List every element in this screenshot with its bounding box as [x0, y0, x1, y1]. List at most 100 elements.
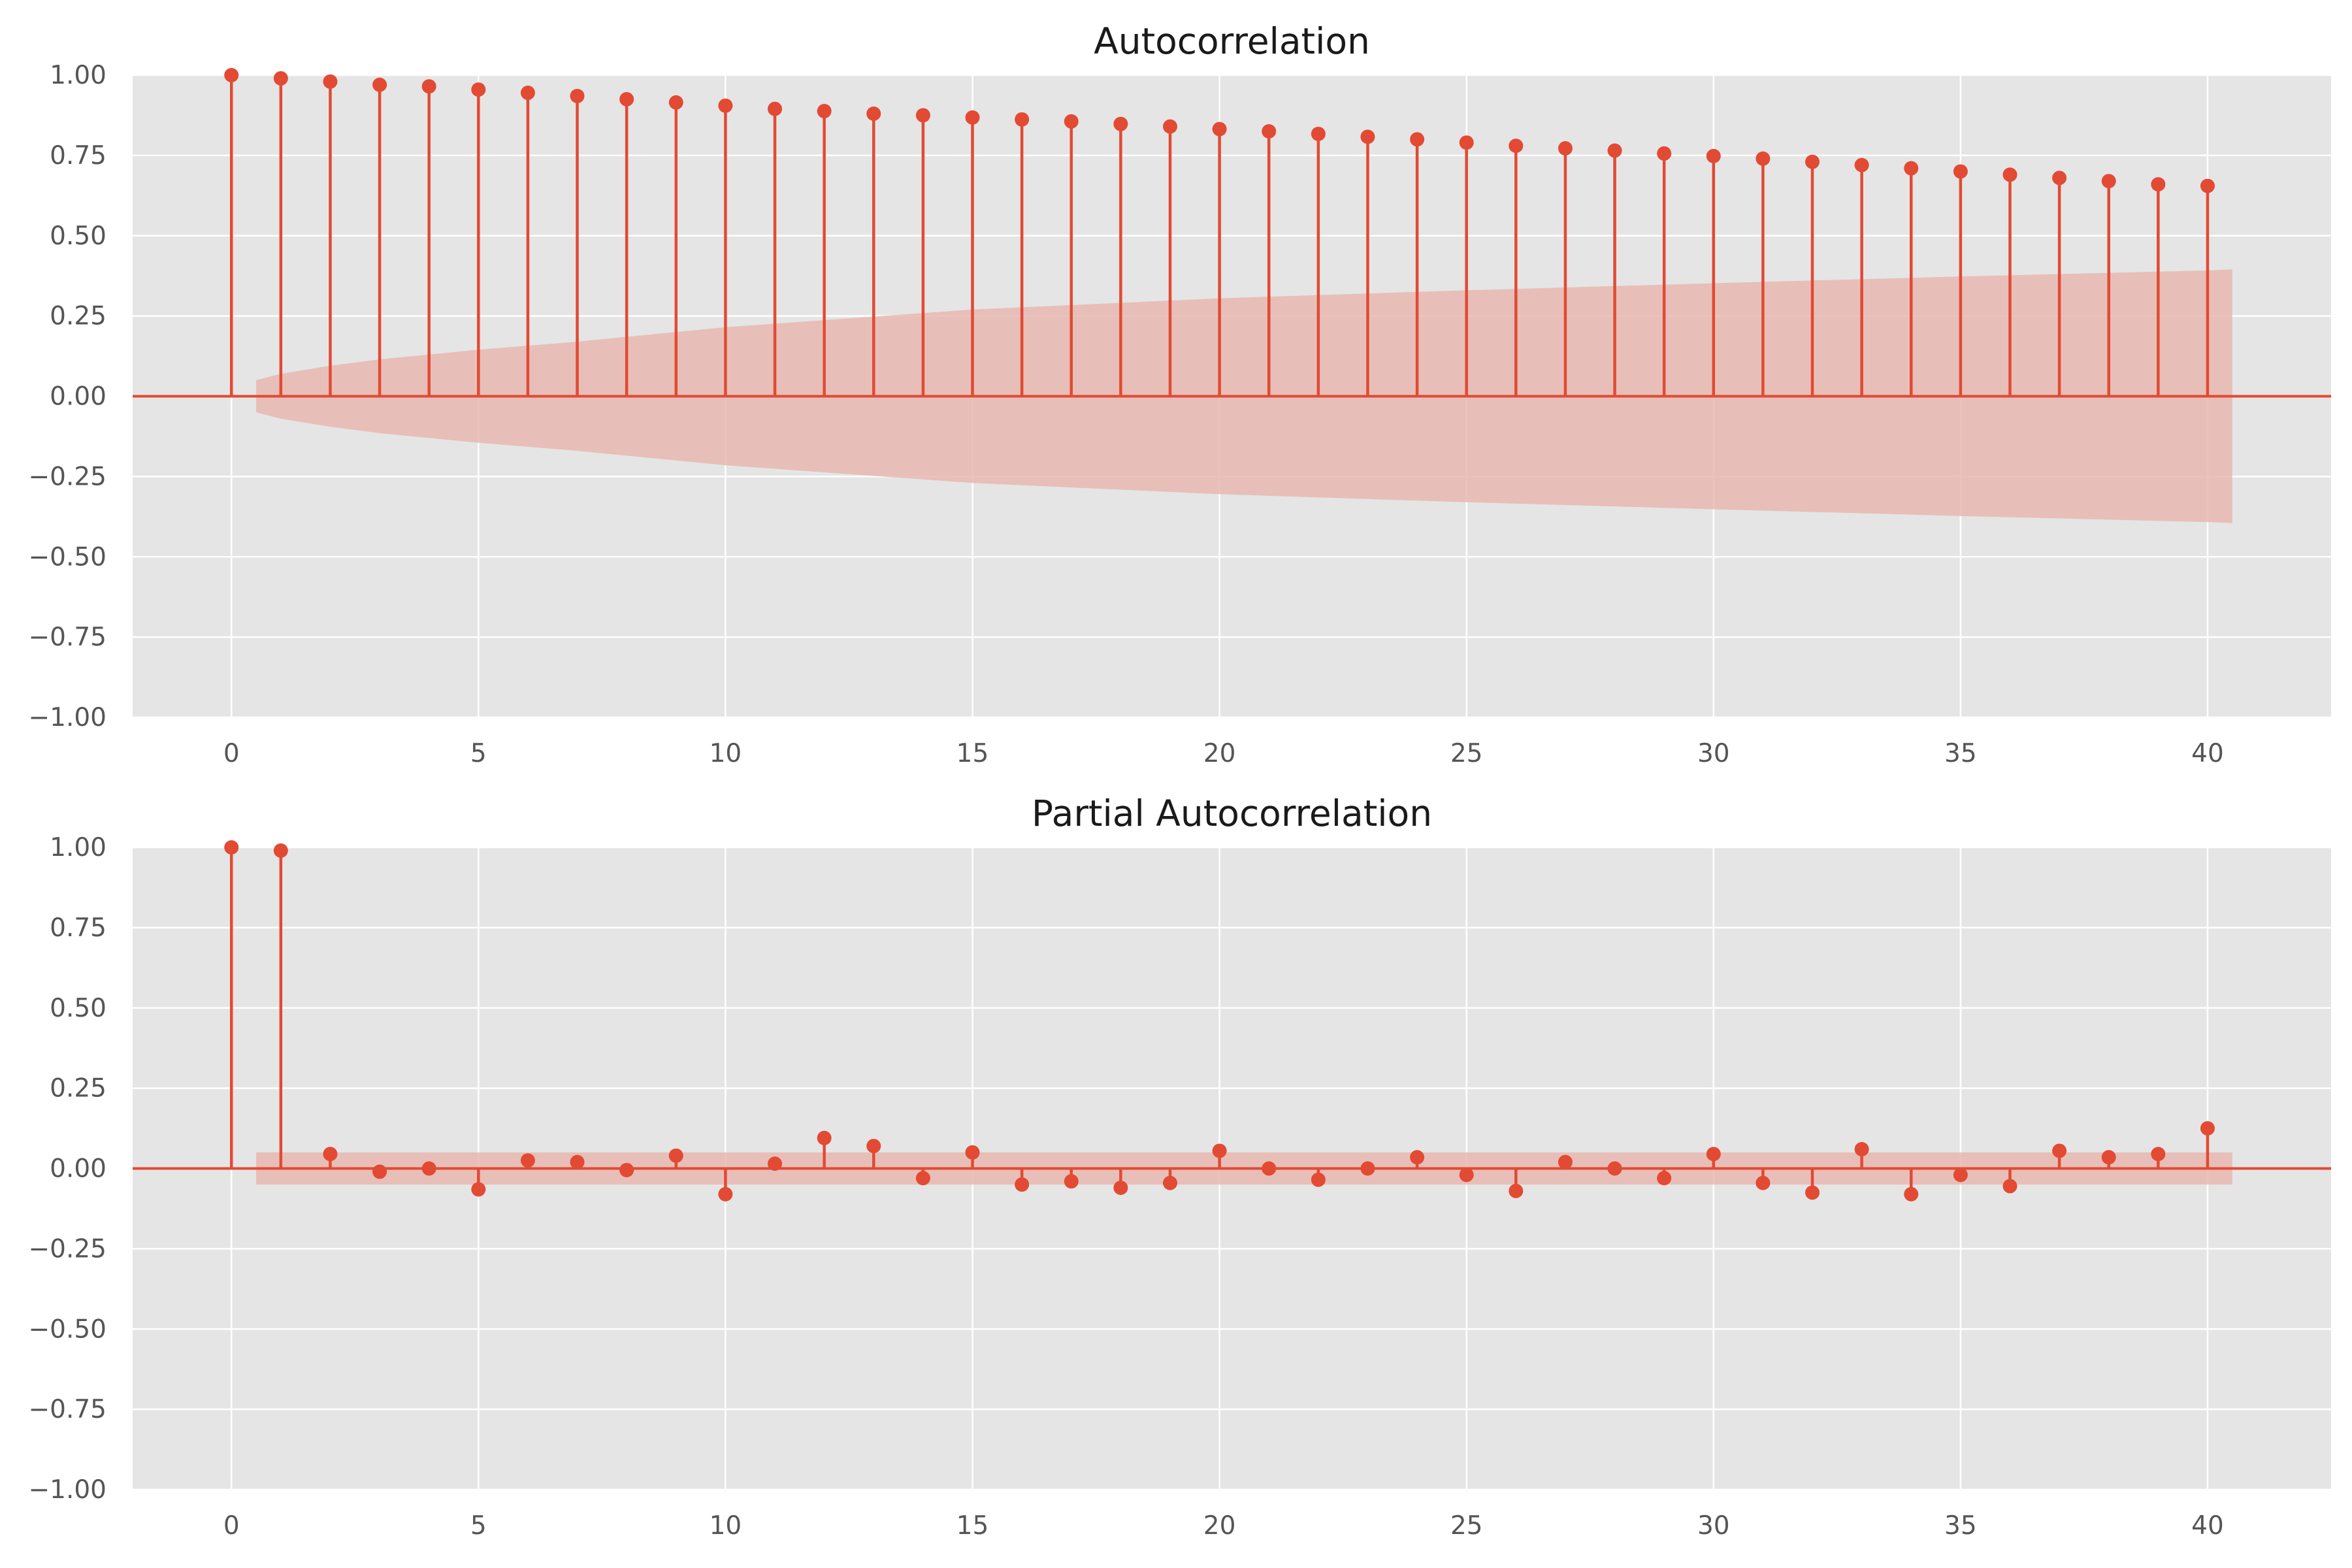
pacf-stem-lag-29: [1657, 1168, 1672, 1186]
acf-stem-marker: [1410, 132, 1425, 147]
pacf-stem-marker: [1311, 1172, 1326, 1187]
acf-stem-marker: [2052, 171, 2067, 186]
pacf-stem-lag-8: [619, 1162, 634, 1177]
acf-stem-lag-32: [1805, 154, 1820, 397]
acf-x-tick-label: 40: [2191, 739, 2224, 768]
pacf-stem-lag-6: [520, 1153, 535, 1169]
pacf-stem-marker: [619, 1162, 634, 1177]
acf-stem-marker: [1360, 129, 1375, 144]
acf-stem-lag-33: [1854, 157, 1869, 397]
acf-x-tick-label: 5: [470, 739, 487, 768]
pacf-stem-marker: [1706, 1147, 1721, 1162]
pacf-stem-lag-39: [2151, 1147, 2166, 1169]
pacf-stem-marker: [1854, 1142, 1869, 1157]
pacf-stem-lag-14: [915, 1168, 930, 1186]
pacf-stem-marker: [1459, 1168, 1474, 1183]
acf-stems: [224, 68, 2215, 397]
acf-stem-marker: [570, 88, 585, 103]
pacf-stem-lag-18: [1113, 1168, 1128, 1195]
pacf-stem-lag-34: [1904, 1168, 1919, 1201]
pacf-stem-marker: [1064, 1174, 1079, 1189]
pacf-stem-lag-36: [2002, 1168, 2017, 1194]
acf-stem-marker: [1558, 141, 1573, 156]
acf-stem-lag-24: [1410, 132, 1425, 397]
pacf-stem-lag-25: [1459, 1168, 1474, 1183]
pacf-x-tick-label: 35: [1944, 1511, 1977, 1541]
pacf-stem-lag-19: [1162, 1168, 1177, 1190]
acf-stem-marker: [668, 95, 683, 110]
acf-stem-marker: [520, 86, 535, 101]
acf-stem-lag-10: [718, 98, 733, 397]
acf-stem-marker: [1953, 164, 1968, 179]
pacf-y-tick-labels: 1.00 0.75 0.50 0.25 0.00 −0.25 −0.50 −0.75 −1.00: [28, 833, 106, 1505]
pacf-stem-lag-27: [1558, 1154, 1573, 1169]
acf-stem-marker: [1805, 154, 1820, 169]
acf-stem-lag-16: [1015, 112, 1030, 397]
pacf-stem-lag-20: [1212, 1143, 1227, 1169]
pacf-stem-lag-26: [1509, 1168, 1524, 1198]
acf-stem-lag-26: [1509, 139, 1524, 397]
pacf-stem-lag-38: [2101, 1150, 2116, 1169]
acf-stem-lag-39: [2151, 177, 2166, 397]
acf-stem-lag-5: [471, 82, 486, 397]
pacf-y-tick-label: −1.00: [28, 1475, 106, 1505]
pacf-stems: [224, 840, 2215, 1201]
acf-stem-marker: [1064, 114, 1079, 129]
acf-stem-lag-35: [1953, 164, 1968, 397]
pacf-stem-marker: [421, 1161, 436, 1176]
acf-stem-marker: [965, 110, 980, 125]
pacf-stem-marker: [520, 1153, 535, 1168]
pacf-stem-marker: [668, 1148, 683, 1163]
acf-stem-lag-8: [619, 91, 634, 397]
pacf-stem-lag-12: [817, 1130, 832, 1169]
pacf-stem-lag-9: [668, 1148, 683, 1169]
acf-stem-marker: [1509, 139, 1524, 154]
pacf-x-tick-label: 15: [956, 1511, 989, 1541]
acf-stem-lag-31: [1756, 151, 1771, 397]
acf-stem-lag-37: [2052, 171, 2067, 397]
pacf-stem-marker: [1113, 1180, 1128, 1195]
pacf-stem-marker: [2052, 1143, 2067, 1158]
acf-stem-lag-19: [1162, 119, 1177, 397]
pacf-stem-marker: [471, 1182, 486, 1197]
acf-stem-lag-28: [1607, 143, 1622, 397]
pacf-stem-marker: [1410, 1150, 1425, 1165]
pacf-stem-marker: [965, 1145, 980, 1160]
acf-stem-marker: [1212, 122, 1227, 137]
acf-stem-marker: [1756, 151, 1771, 166]
acf-stem-marker: [1015, 112, 1030, 127]
pacf-x-tick-labels: 0 5 10 15 20 25 30 35 40: [223, 1511, 2224, 1541]
acf-stem-marker: [1262, 124, 1277, 139]
acf-x-tick-label: 35: [1944, 739, 1977, 768]
pacf-stem-marker: [866, 1139, 881, 1154]
acf-x-tick-label: 30: [1697, 739, 1730, 768]
pacf-title: Partial Autocorrelation: [1032, 792, 1432, 834]
pacf-stem-lag-40: [2200, 1121, 2215, 1169]
acf-stem-lag-6: [520, 86, 535, 397]
pacf-stem-marker: [1509, 1183, 1524, 1198]
pacf-y-tick-label: −0.75: [28, 1395, 106, 1424]
pacf-stem-marker: [570, 1154, 585, 1169]
acf-y-tick-labels: 1.00 0.75 0.50 0.25 0.00 −0.25 −0.50 −0.75 −1.00: [28, 61, 106, 732]
pacf-stem-lag-1: [273, 843, 288, 1169]
acf-stem-marker: [1904, 161, 1919, 176]
acf-stem-marker: [619, 91, 634, 106]
acf-stem-lag-14: [915, 108, 930, 397]
pacf-y-tick-label: 0.25: [50, 1074, 106, 1103]
acf-x-tick-label: 25: [1450, 739, 1483, 768]
acf-stem-lag-12: [817, 104, 832, 397]
acf-stem-lag-17: [1064, 114, 1079, 397]
pacf-stem-lag-3: [372, 1164, 387, 1179]
acf-y-tick-label: −0.75: [28, 623, 106, 652]
pacf-x-tick-label: 30: [1697, 1511, 1730, 1541]
acf-x-tick-label: 10: [710, 739, 742, 768]
pacf-stem-lag-11: [768, 1156, 783, 1171]
pacf-stem-lag-21: [1262, 1161, 1277, 1176]
pacf-stem-lag-33: [1854, 1142, 1869, 1169]
acf-stem-lag-7: [570, 88, 585, 397]
pacf-stem-marker: [1558, 1154, 1573, 1169]
pacf-stem-marker: [768, 1156, 783, 1171]
pacf-stem-lag-10: [718, 1168, 733, 1201]
pacf-stem-marker: [2002, 1179, 2017, 1194]
